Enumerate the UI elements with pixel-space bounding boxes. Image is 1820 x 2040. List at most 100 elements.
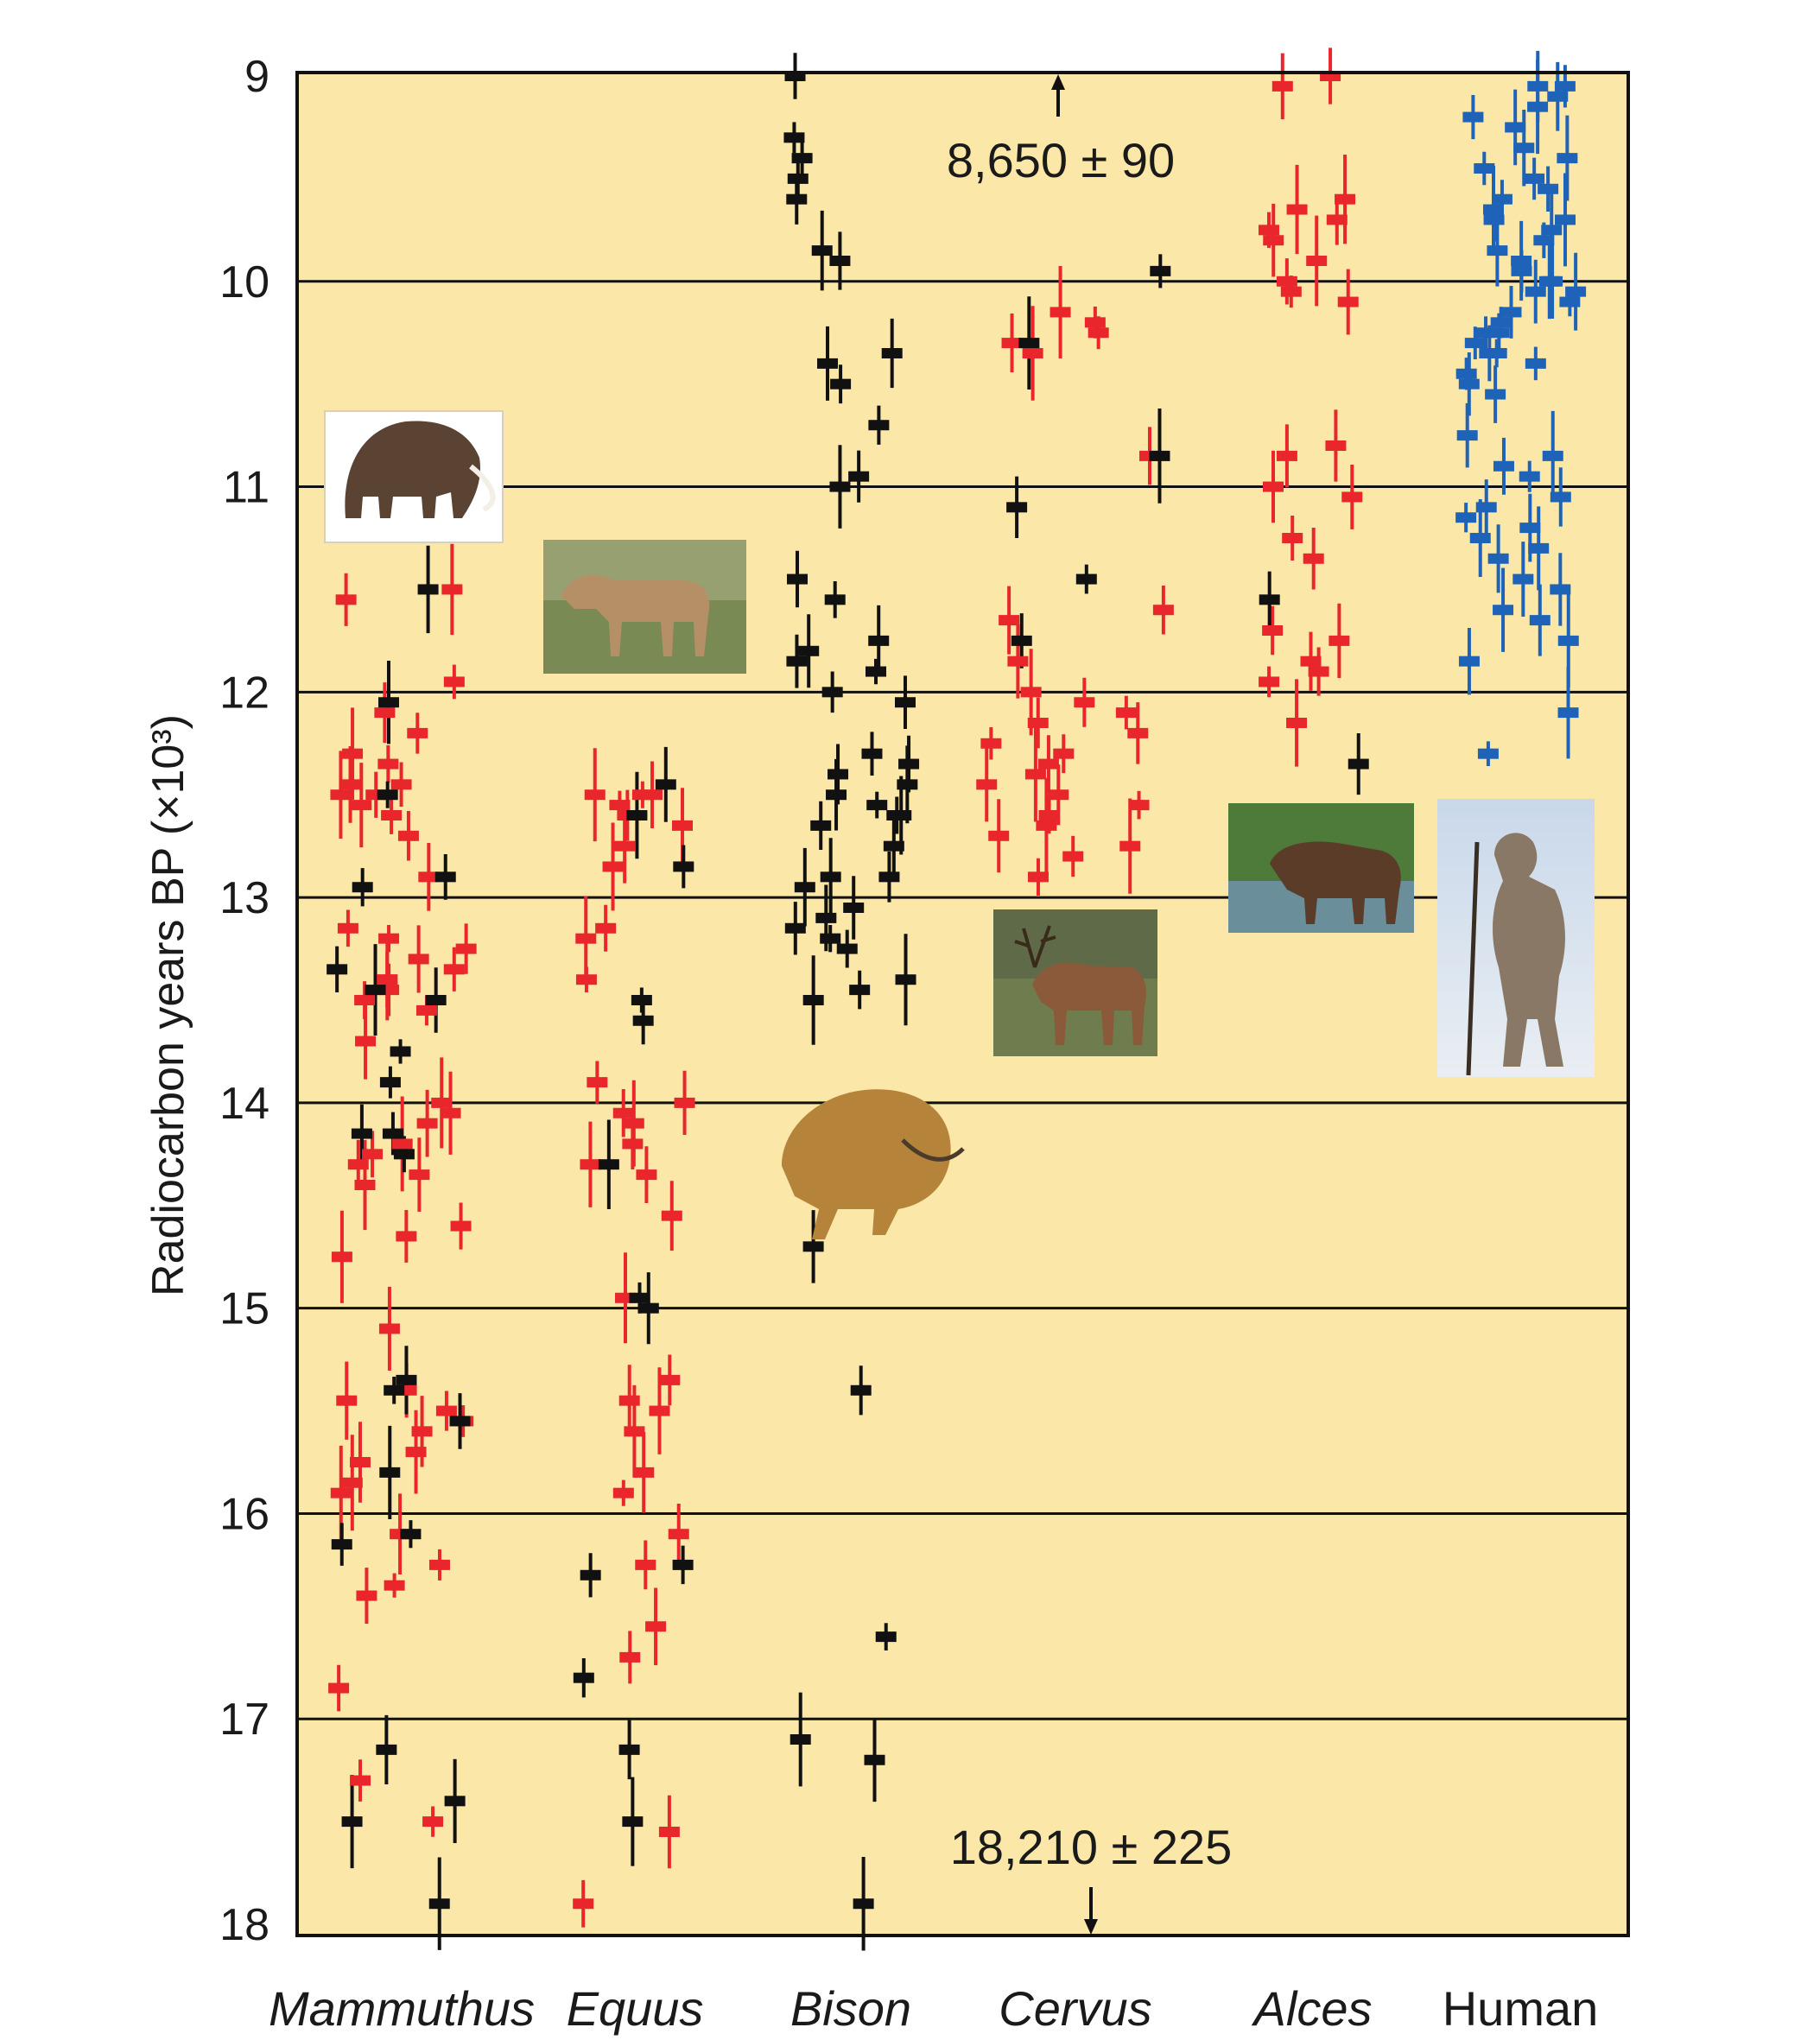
data-point [1308, 666, 1329, 677]
data-point [405, 1447, 427, 1458]
y-tick-label: 10 [219, 257, 270, 307]
data-point [335, 594, 357, 605]
data-point [790, 1734, 811, 1745]
data-point [575, 933, 597, 944]
data-point [1152, 605, 1174, 616]
data-point [1038, 810, 1060, 820]
data-point [1018, 338, 1040, 349]
annotation-top-text: 8,650 ± 90 [947, 133, 1175, 187]
x-category-label: Human [1443, 1981, 1599, 2036]
data-point [637, 1302, 659, 1314]
data-point [622, 1816, 644, 1828]
data-point [450, 1220, 472, 1232]
data-point [980, 738, 1002, 749]
data-point [443, 676, 465, 687]
data-point [382, 1128, 403, 1139]
data-point [1263, 481, 1284, 492]
data-point [1505, 122, 1526, 133]
data-point [1007, 656, 1029, 667]
data-point [1528, 542, 1550, 554]
data-point [331, 1539, 352, 1550]
data-point [1024, 769, 1046, 780]
data-point [377, 974, 398, 985]
data-point [1511, 265, 1532, 276]
data-point [1475, 502, 1497, 513]
data-point [1036, 820, 1057, 831]
data-point [365, 985, 386, 996]
data-point [618, 1395, 640, 1406]
annotation-bottom-text: 18,210 ± 225 [950, 1820, 1233, 1874]
data-point [612, 1107, 634, 1118]
data-point [598, 1159, 619, 1170]
data-point [802, 995, 824, 1005]
data-point [1027, 871, 1049, 883]
data-point [409, 1169, 430, 1181]
data-point [1127, 727, 1149, 738]
data-point [1469, 533, 1491, 543]
data-point [396, 1231, 417, 1242]
data-point [390, 1046, 411, 1057]
data-point [1455, 512, 1477, 523]
data-point [783, 132, 805, 143]
data-point [843, 903, 865, 913]
data-point [1524, 173, 1545, 184]
data-point [631, 995, 652, 1005]
data-point [1513, 143, 1535, 154]
data-point [672, 820, 694, 831]
data-point [629, 1292, 650, 1303]
data-point [999, 615, 1020, 626]
data-point [580, 1569, 601, 1581]
data-point [602, 861, 624, 872]
data-point [619, 1651, 641, 1663]
data-point [848, 471, 870, 482]
data-point [1006, 502, 1028, 513]
data-point [1527, 80, 1549, 92]
data-point [418, 871, 440, 883]
data-point [1326, 214, 1348, 225]
data-point [1276, 276, 1297, 287]
data-point [820, 871, 841, 883]
data-point [821, 687, 843, 698]
data-point [626, 810, 648, 820]
data-point [379, 1077, 401, 1088]
data-point [347, 1159, 369, 1170]
data-point [824, 594, 846, 605]
data-point [649, 1405, 670, 1416]
data-point [341, 1477, 363, 1488]
data-point [1486, 348, 1507, 358]
data-point [1048, 789, 1069, 801]
data-point [1485, 389, 1506, 400]
data-point [1001, 338, 1023, 349]
data-point [1262, 625, 1284, 636]
data-point [897, 779, 918, 790]
moose-photo [1228, 803, 1414, 933]
data-point [1282, 533, 1303, 543]
plot-frame [295, 71, 1630, 1937]
data-point [1542, 276, 1563, 287]
y-tick-label: 14 [219, 1079, 270, 1129]
data-point [354, 1180, 376, 1190]
data-point [820, 933, 841, 944]
x-category-label: Bison [790, 1981, 911, 2036]
data-point [1062, 851, 1084, 862]
data-point [336, 1395, 358, 1406]
data-point [1487, 245, 1508, 257]
data-point [784, 922, 806, 934]
data-point [354, 995, 376, 1005]
data-point [829, 481, 851, 492]
data-point [1464, 338, 1486, 349]
data-point [826, 789, 847, 801]
data-point [624, 1426, 645, 1437]
data-point [573, 1898, 594, 1910]
data-point [895, 697, 916, 708]
data-point [1511, 256, 1532, 266]
data-point [425, 995, 447, 1005]
data-point [1462, 111, 1484, 123]
data-point [341, 1816, 363, 1828]
data-point [327, 964, 348, 975]
data-point [645, 1621, 667, 1632]
plot-background [297, 73, 1628, 1935]
data-point [623, 1118, 644, 1129]
data-point [1493, 605, 1514, 616]
